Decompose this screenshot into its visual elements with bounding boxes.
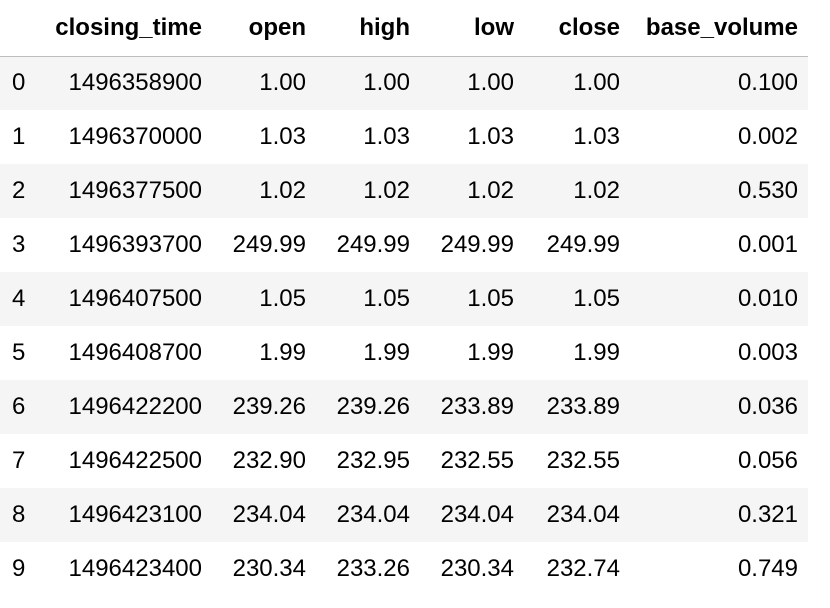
cell-close: 1.02 — [573, 177, 620, 204]
cell-open: 249.99 — [232, 231, 306, 258]
table-row: 0 1496358900 1.00 1.00 1.00 1.00 0.100 — [0, 56, 808, 110]
cell-low: 249.99 — [440, 231, 514, 258]
cell-closing-time: 1496423400 — [68, 555, 202, 582]
column-header-open: open — [212, 0, 316, 57]
cell-closing-time: 1496423100 — [68, 501, 202, 528]
cell-base-volume: 0.001 — [737, 231, 798, 258]
cell-high: 1.00 — [363, 69, 410, 97]
cell-high: 1.99 — [363, 339, 410, 366]
cell-high: 232.95 — [336, 447, 410, 474]
cell-closing-time: 1496358900 — [68, 69, 202, 97]
cell-high: 1.05 — [363, 285, 410, 312]
row-index: 1 — [12, 123, 26, 150]
cell-closing-time: 1496377500 — [68, 177, 202, 204]
cell-base-volume: 0.003 — [737, 339, 798, 366]
cell-open: 1.99 — [259, 339, 306, 366]
cell-base-volume: 0.100 — [737, 69, 798, 97]
cell-high: 1.02 — [363, 177, 410, 204]
column-header-close: close — [524, 0, 630, 57]
cell-base-volume: 0.749 — [737, 555, 798, 582]
cell-low: 1.05 — [467, 285, 514, 312]
column-header-low: low — [420, 0, 524, 57]
column-header-closing-time: closing_time — [36, 0, 212, 57]
cell-open: 1.00 — [259, 69, 306, 97]
cell-open: 1.02 — [259, 177, 306, 204]
cell-high: 249.99 — [336, 231, 410, 258]
cell-close: 1.00 — [573, 69, 620, 97]
row-index: 0 — [12, 69, 26, 97]
table-row: 4 1496407500 1.05 1.05 1.05 1.05 0.010 — [0, 272, 808, 326]
row-index: 8 — [12, 501, 26, 528]
cell-open: 239.26 — [232, 393, 306, 420]
row-index: 3 — [12, 231, 26, 258]
cell-open: 230.34 — [232, 555, 306, 582]
table-row: 8 1496423100 234.04 234.04 234.04 234.04 0.321 — [0, 488, 808, 542]
table-row: 6 1496422200 239.26 239.26 233.89 233.89 0.036 — [0, 380, 808, 434]
cell-closing-time: 1496407500 — [68, 285, 202, 312]
cell-base-volume: 0.321 — [737, 501, 798, 528]
table-row: 2 1496377500 1.02 1.02 1.02 1.02 0.530 — [0, 164, 808, 218]
cell-low: 1.00 — [467, 69, 514, 97]
cell-base-volume: 0.530 — [737, 177, 798, 204]
row-index: 4 — [12, 285, 26, 312]
table-body: 0 1496358900 1.00 1.00 1.00 1.00 0.100 1 1496370… — [0, 56, 808, 596]
cell-high: 234.04 — [336, 501, 410, 528]
cell-base-volume: 0.010 — [737, 285, 798, 312]
row-index: 5 — [12, 339, 26, 366]
cell-closing-time: 1496393700 — [68, 231, 202, 258]
cell-low: 234.04 — [440, 501, 514, 528]
table-header: closing_time open high low close base_vo… — [0, 0, 808, 57]
cell-close: 249.99 — [546, 231, 620, 258]
dataframe-table: closing_time open high low close base_vo… — [0, 0, 808, 596]
cell-base-volume: 0.036 — [737, 393, 798, 420]
cell-low: 230.34 — [440, 555, 514, 582]
table-row: 5 1496408700 1.99 1.99 1.99 1.99 0.003 — [0, 326, 808, 380]
table-row: 9 1496423400 230.34 233.26 230.34 232.74 0.749 — [0, 542, 808, 596]
row-index: 2 — [12, 177, 26, 204]
table-row: 7 1496422500 232.90 232.95 232.55 232.55 0.056 — [0, 434, 808, 488]
column-header-base-volume: base_volume — [630, 0, 808, 57]
cell-high: 239.26 — [336, 393, 410, 420]
cell-close: 233.89 — [546, 393, 620, 420]
index-header-corner — [0, 0, 36, 57]
cell-high: 1.03 — [363, 123, 410, 150]
cell-high: 233.26 — [336, 555, 410, 582]
cell-low: 1.03 — [467, 123, 514, 150]
row-index: 7 — [12, 447, 26, 474]
cell-closing-time: 1496370000 — [68, 123, 202, 150]
cell-closing-time: 1496408700 — [68, 339, 202, 366]
column-header-high: high — [316, 0, 420, 57]
row-index: 6 — [12, 393, 26, 420]
cell-low: 1.02 — [467, 177, 514, 204]
cell-closing-time: 1496422200 — [68, 393, 202, 420]
cell-low: 232.55 — [440, 447, 514, 474]
cell-base-volume: 0.002 — [737, 123, 798, 150]
cell-open: 1.05 — [259, 285, 306, 312]
cell-close: 232.74 — [546, 555, 620, 582]
cell-close: 1.03 — [573, 123, 620, 150]
cell-close: 1.05 — [573, 285, 620, 312]
cell-open: 232.90 — [232, 447, 306, 474]
cell-low: 233.89 — [440, 393, 514, 420]
table-row: 3 1496393700 249.99 249.99 249.99 249.99 0.001 — [0, 218, 808, 272]
cell-open: 1.03 — [259, 123, 306, 150]
header-row: closing_time open high low close base_vo… — [0, 0, 808, 57]
row-index: 9 — [12, 555, 26, 582]
cell-close: 232.55 — [546, 447, 620, 474]
cell-closing-time: 1496422500 — [68, 447, 202, 474]
cell-low: 1.99 — [467, 339, 514, 366]
cell-base-volume: 0.056 — [737, 447, 798, 474]
cell-close: 1.99 — [573, 339, 620, 366]
cell-close: 234.04 — [546, 501, 620, 528]
cell-open: 234.04 — [232, 501, 306, 528]
table-row: 1 1496370000 1.03 1.03 1.03 1.03 0.002 — [0, 110, 808, 164]
